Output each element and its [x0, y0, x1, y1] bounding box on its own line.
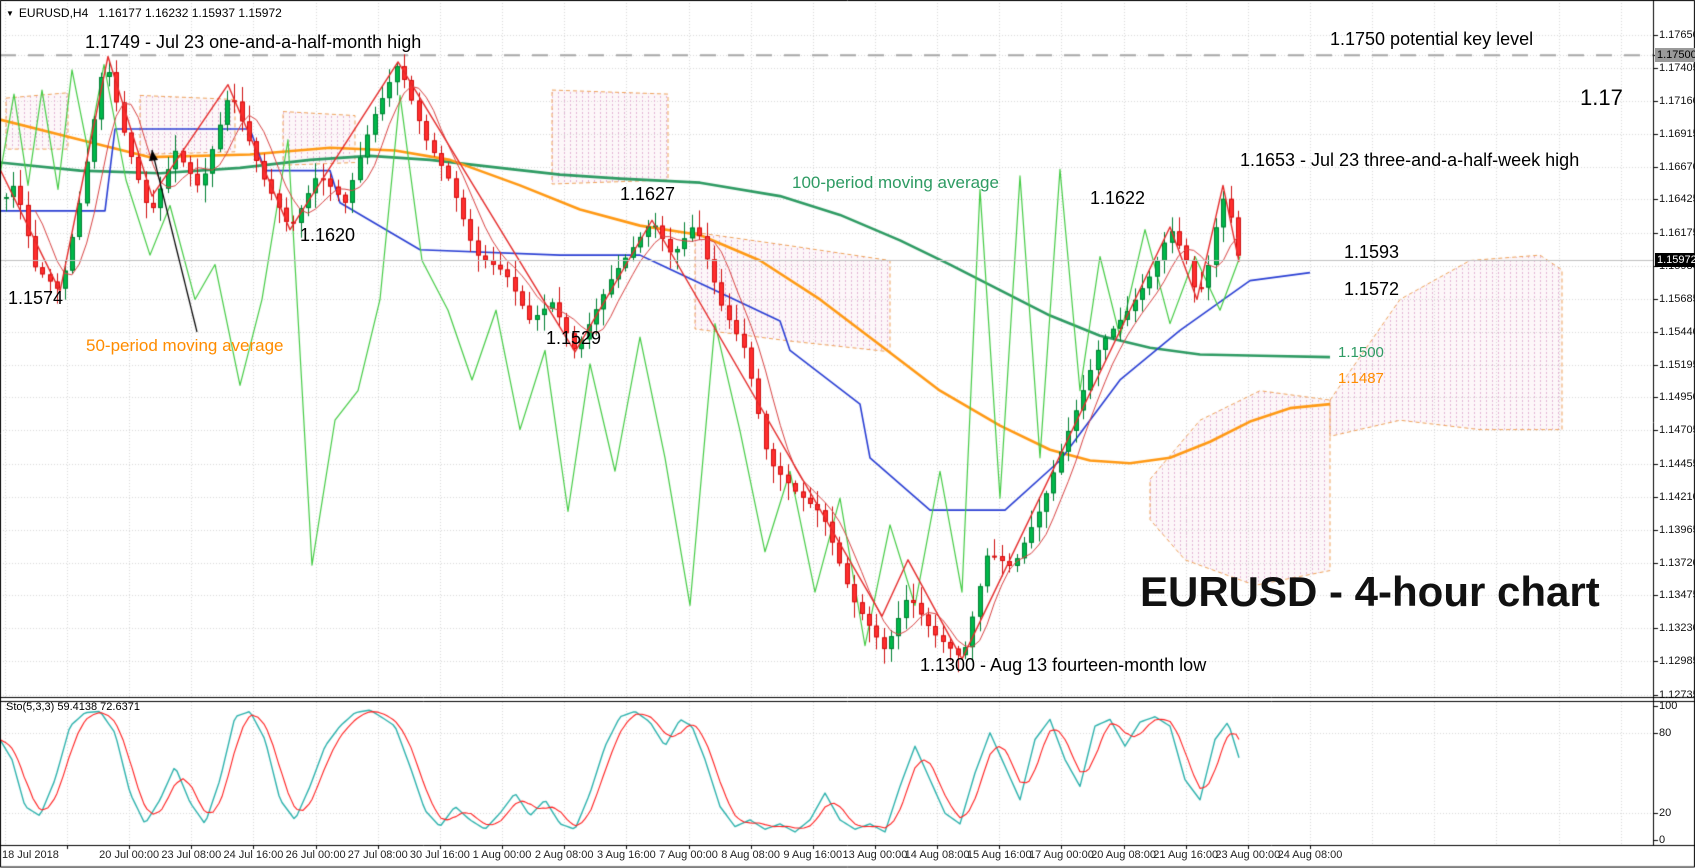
annotation-ma100-label[interactable]: 100-period moving average — [792, 173, 999, 192]
annotation-level-1-1622[interactable]: 1.1622 — [1090, 188, 1146, 208]
annotation-key-1-1750[interactable]: 1.1750 potential key level — [1330, 29, 1534, 49]
price-axis-label: 1.12985 — [1659, 655, 1695, 668]
date-axis-label: 7 Aug 00:00 — [659, 849, 718, 861]
symbol-header: ▼ EURUSD,H4 1.16177 1.16232 1.15937 1.1597… — [6, 6, 282, 20]
date-axis-label: 13 Aug 00:00 — [842, 849, 908, 861]
price-axis-label: 1.12735 — [1659, 688, 1695, 701]
price-axis-label: 1.17405 — [1659, 61, 1695, 74]
ohlc-values: 1.16177 1.16232 1.15937 1.15972 — [98, 6, 282, 20]
date-axis-label: 14 Aug 08:00 — [904, 849, 970, 861]
date-axis-label: 8 Aug 08:00 — [721, 849, 781, 861]
date-axis-label: 1 Aug 00:00 — [472, 849, 532, 861]
price-axis-label: 1.13230 — [1659, 622, 1695, 635]
price-axis-label: 1.16670 — [1659, 160, 1695, 173]
price-axis-label: 1.14705 — [1659, 424, 1695, 437]
price-axis-label: 1.13720 — [1659, 556, 1695, 569]
annotation-low-1-1300[interactable]: 1.1300 - Aug 13 fourteen-month low — [920, 655, 1207, 675]
symbol-dropdown-icon[interactable]: ▼ — [6, 9, 14, 18]
date-axis-label: 20 Jul 00:00 — [99, 849, 160, 861]
annotation-high-1-1653[interactable]: 1.1653 - Jul 23 three-and-a-half-week hi… — [1240, 150, 1580, 170]
annotation-ma50-value[interactable]: 1.1487 — [1338, 370, 1384, 387]
price-axis-label: 1.16425 — [1659, 193, 1695, 206]
annotation-chart-title[interactable]: EURUSD - 4-hour chart — [1140, 568, 1600, 615]
date-axis-label: 24 Jul 16:00 — [223, 849, 284, 861]
date-axis-label: 24 Aug 08:00 — [1277, 849, 1343, 861]
date-axis-label: 27 Jul 08:00 — [347, 849, 408, 861]
annotation-level-1-1620[interactable]: 1.1620 — [300, 225, 356, 245]
price-axis-label: 1.13965 — [1659, 523, 1695, 536]
stochastic-axis-label: 0 — [1659, 834, 1666, 846]
date-axis-label: 18 Jul 2018 — [2, 849, 59, 861]
price-axis-label: 1.17160 — [1659, 94, 1695, 107]
annotation-ma50-label[interactable]: 50-period moving average — [86, 336, 284, 355]
price-axis-label: 1.16915 — [1659, 127, 1695, 140]
date-axis-label: 26 Jul 00:00 — [285, 849, 346, 861]
price-axis-label: 1.14455 — [1659, 457, 1695, 470]
date-axis-label: 23 Aug 00:00 — [1215, 849, 1281, 861]
date-axis-label: 30 Jul 16:00 — [409, 849, 470, 861]
date-axis-label: 21 Aug 16:00 — [1153, 849, 1219, 861]
date-axis-label: 3 Aug 16:00 — [596, 849, 656, 861]
price-axis-label: 1.15195 — [1659, 358, 1695, 371]
stochastic-axis-label: 80 — [1659, 726, 1672, 739]
date-axis-label: 2 Aug 08:00 — [534, 849, 594, 861]
date-axis-label: 20 Aug 08:00 — [1091, 849, 1156, 861]
annotation-level-1-1593[interactable]: 1.1593 — [1344, 242, 1400, 262]
annotation-level-1-1627[interactable]: 1.1627 — [620, 184, 676, 204]
stochastic-indicator-label: Sto(5,3,3) 59.4138 72.6371 — [6, 701, 140, 713]
annotation-level-1-1574[interactable]: 1.1574 — [8, 288, 64, 308]
price-axis-label: 1.16175 — [1659, 227, 1695, 239]
current-price-tag: 1.15972 — [1655, 253, 1695, 268]
price-axis-label: 1.15440 — [1659, 325, 1695, 338]
date-axis-label: 17 Aug 00:00 — [1028, 849, 1094, 861]
stochastic-axis-label: 20 — [1659, 807, 1672, 820]
annotation-high-1-1749[interactable]: 1.1749 - Jul 23 one-and-a-half-month hig… — [85, 32, 422, 52]
symbol-timeframe-label: EURUSD,H4 — [18, 6, 89, 20]
price-axis-label: 1.14950 — [1659, 391, 1695, 404]
date-axis-label: 9 Aug 16:00 — [783, 849, 843, 861]
price-axis-label: 1.15685 — [1659, 292, 1695, 305]
annotation-level-1-1572[interactable]: 1.1572 — [1344, 279, 1400, 299]
stochastic-axis-label: 100 — [1659, 700, 1678, 712]
price-axis-label: 1.14210 — [1659, 490, 1695, 503]
date-axis-label: 23 Jul 08:00 — [161, 849, 222, 861]
key-level-price-tag: 1.17500 — [1655, 48, 1695, 63]
annotation-level-1-17[interactable]: 1.17 — [1580, 85, 1623, 110]
price-axis-label: 1.13475 — [1659, 589, 1695, 602]
annotation-level-1-1529[interactable]: 1.1529 — [546, 328, 602, 348]
annotation-ma100-value[interactable]: 1.1500 — [1338, 344, 1384, 361]
date-axis-label: 15 Aug 16:00 — [966, 849, 1032, 861]
price-axis-label: 1.17650 — [1659, 29, 1695, 42]
